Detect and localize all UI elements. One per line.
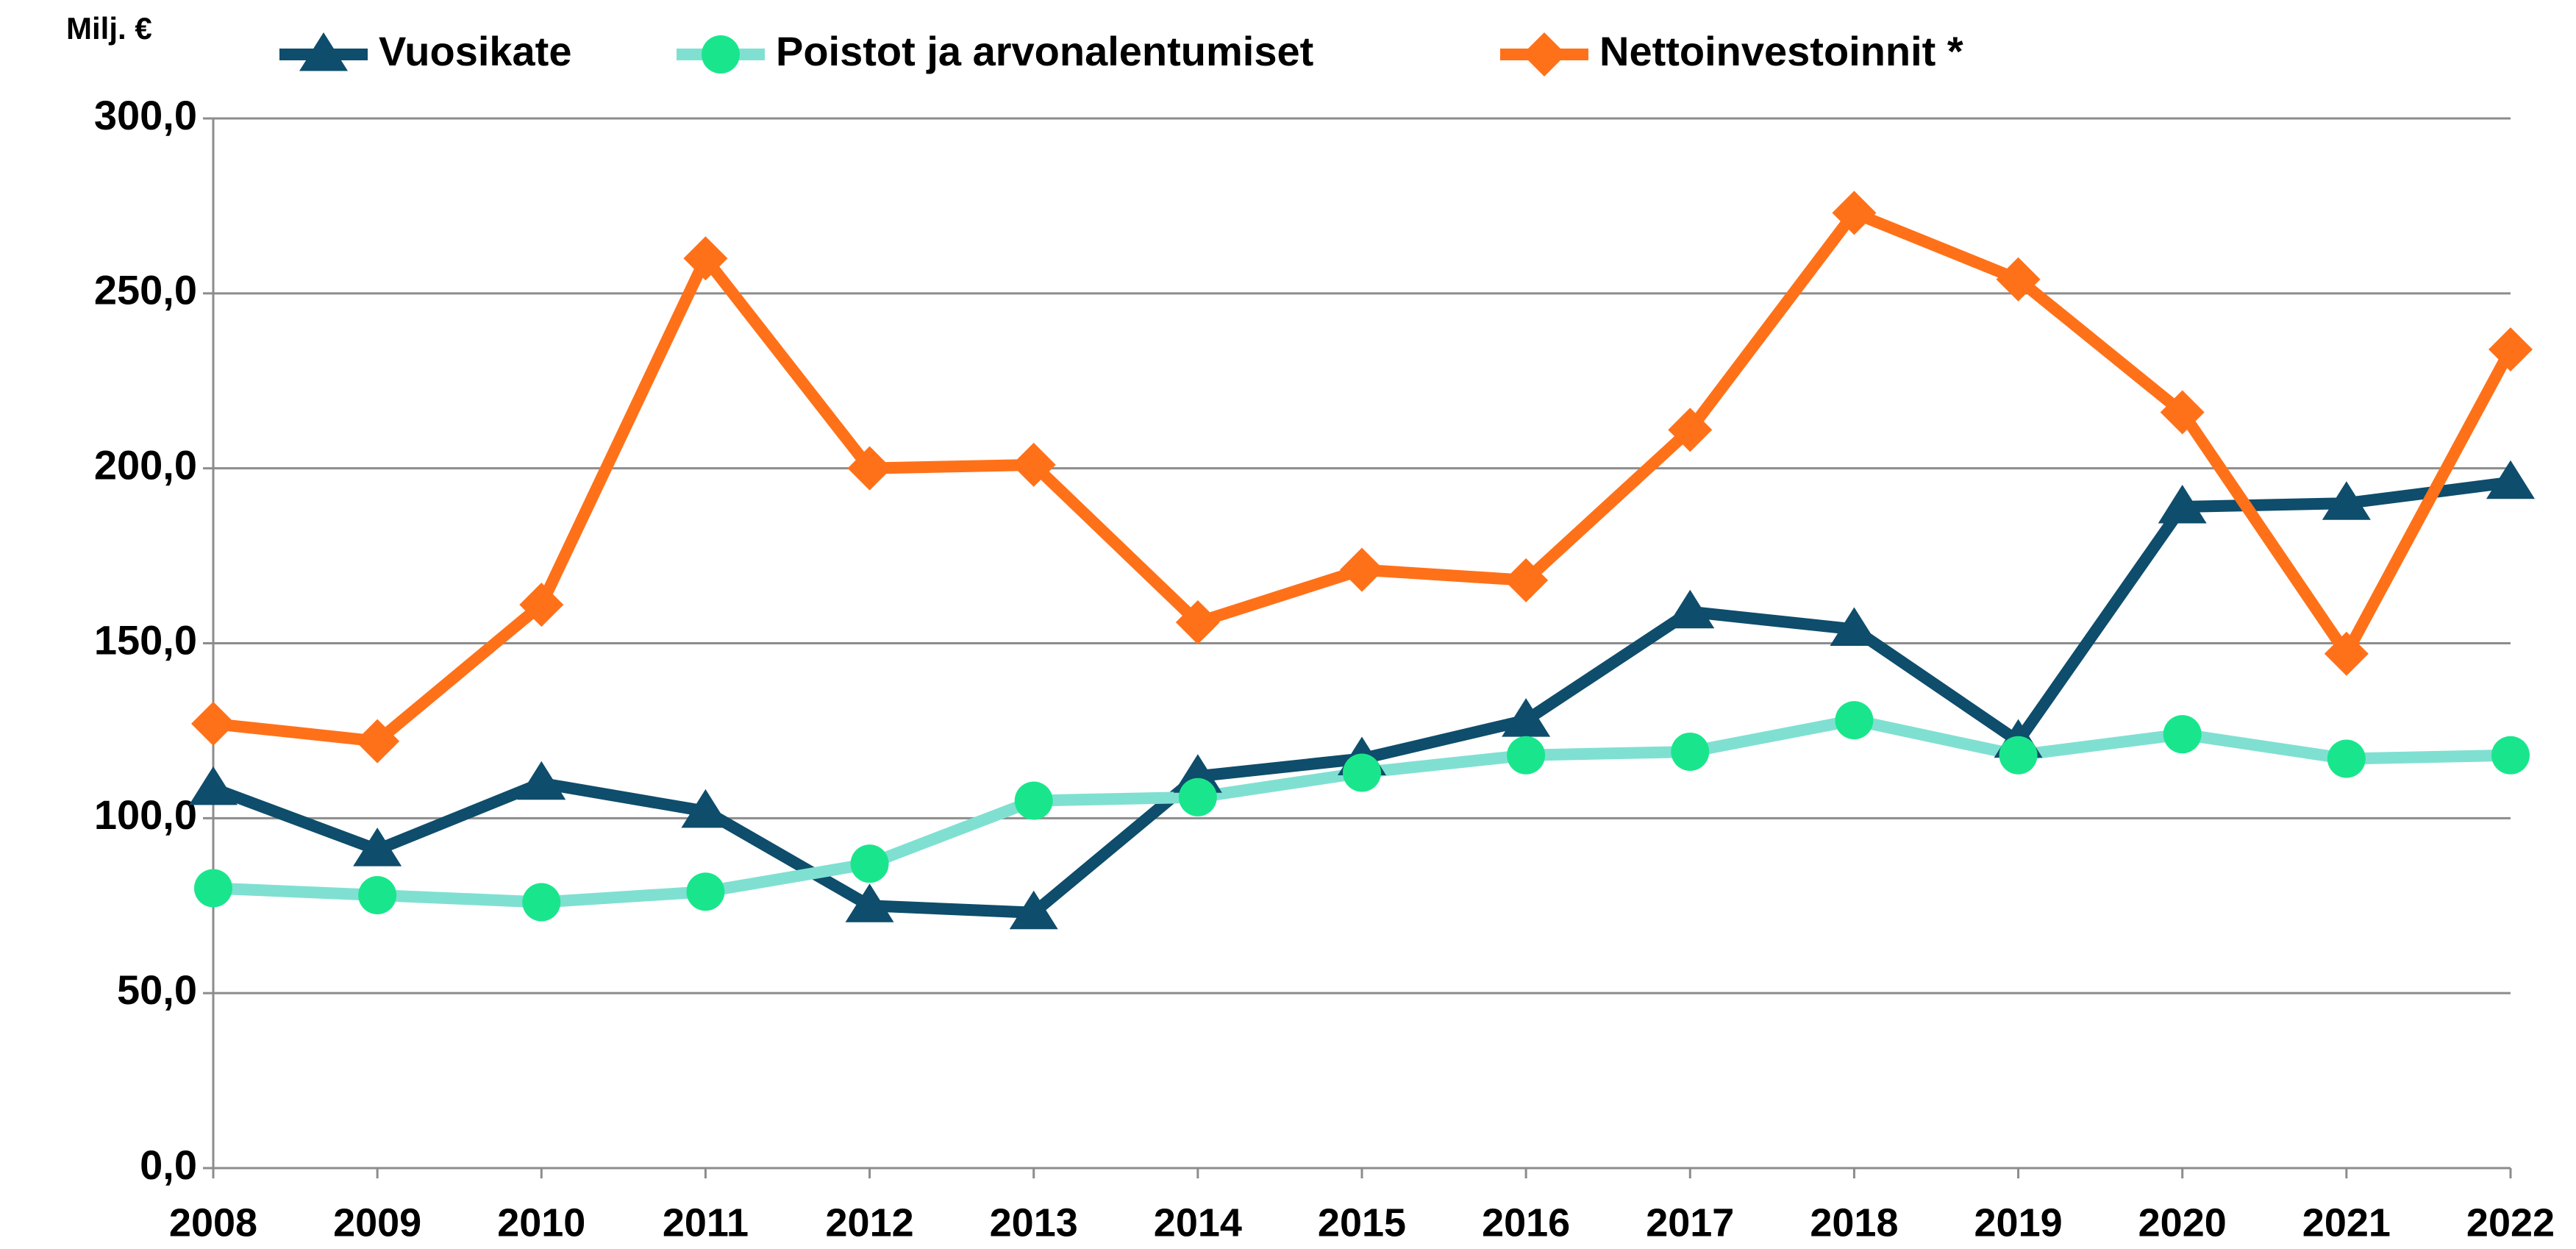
- data-point: [517, 761, 566, 800]
- x-tick-label: 2022: [2466, 1200, 2555, 1245]
- data-point: [1671, 732, 1710, 771]
- data-point: [1178, 777, 1217, 816]
- data-point: [2163, 715, 2202, 754]
- legend-label: Poistot ja arvonalentumiset: [776, 28, 1313, 74]
- y-tick-label: 200,0: [94, 441, 197, 488]
- y-tick-label: 50,0: [117, 967, 197, 1013]
- data-point: [1668, 408, 1713, 452]
- data-point: [845, 883, 894, 922]
- data-point: [1009, 890, 1058, 930]
- x-tick-label: 2017: [1646, 1200, 1734, 1245]
- y-tick-label: 300,0: [94, 92, 197, 138]
- x-tick-label: 2009: [333, 1200, 421, 1245]
- x-tick-label: 2020: [2138, 1200, 2227, 1245]
- data-point: [1830, 607, 1879, 646]
- data-point: [2322, 481, 2371, 520]
- data-point: [191, 701, 235, 746]
- x-tick-label: 2010: [497, 1200, 585, 1245]
- data-point: [683, 236, 728, 281]
- x-tick-label: 2011: [663, 1200, 749, 1245]
- y-unit-label: Milj. €: [66, 11, 152, 46]
- data-point: [1507, 736, 1546, 775]
- y-tick-label: 150,0: [94, 616, 197, 663]
- data-point: [1504, 558, 1549, 602]
- data-point: [686, 872, 725, 911]
- y-tick-label: 0,0: [140, 1142, 197, 1188]
- data-point: [1011, 442, 1056, 487]
- x-tick-label: 2015: [1318, 1200, 1406, 1245]
- data-point: [353, 828, 402, 867]
- series-line: [213, 207, 2516, 747]
- x-tick-label: 2016: [1482, 1200, 1570, 1245]
- data-point: [1666, 589, 1715, 629]
- x-tick-label: 2013: [990, 1200, 1078, 1245]
- data-point: [1835, 701, 1874, 740]
- x-tick-label: 2019: [1974, 1200, 2063, 1245]
- data-point: [2327, 739, 2366, 778]
- legend-label: Nettoinvestoinnit *: [1599, 28, 1963, 74]
- data-point: [850, 844, 889, 883]
- data-point: [1832, 191, 1877, 235]
- series-line: [211, 476, 2512, 919]
- y-tick-label: 250,0: [94, 267, 197, 313]
- data-point: [1343, 753, 1381, 792]
- data-point: [519, 583, 564, 627]
- legend-marker: [299, 32, 348, 71]
- data-point: [358, 875, 397, 914]
- data-point: [2491, 736, 2530, 775]
- data-point: [355, 719, 400, 764]
- x-tick-label: 2008: [169, 1200, 257, 1245]
- data-point: [1502, 698, 1551, 737]
- data-point: [1014, 781, 1053, 820]
- x-tick-label: 2012: [826, 1200, 914, 1245]
- x-tick-label: 2018: [1810, 1200, 1898, 1245]
- legend-marker: [702, 35, 740, 74]
- data-point: [1996, 257, 2041, 302]
- data-point: [1340, 547, 1384, 592]
- data-point: [847, 446, 892, 491]
- y-tick-label: 100,0: [94, 791, 197, 838]
- x-tick-label: 2021: [2302, 1200, 2391, 1245]
- data-point: [1999, 736, 2038, 775]
- legend-marker: [1522, 32, 1566, 76]
- legend-label: Vuosikate: [379, 28, 571, 74]
- data-point: [2486, 460, 2535, 499]
- data-point: [1175, 599, 1220, 644]
- data-point: [2324, 631, 2369, 676]
- data-point: [194, 869, 232, 908]
- x-tick-label: 2014: [1154, 1200, 1242, 1245]
- data-point: [2158, 484, 2207, 524]
- data-point: [681, 789, 730, 828]
- data-point: [189, 766, 238, 805]
- data-point: [2488, 327, 2533, 371]
- data-point: [2160, 390, 2205, 435]
- data-point: [522, 883, 561, 922]
